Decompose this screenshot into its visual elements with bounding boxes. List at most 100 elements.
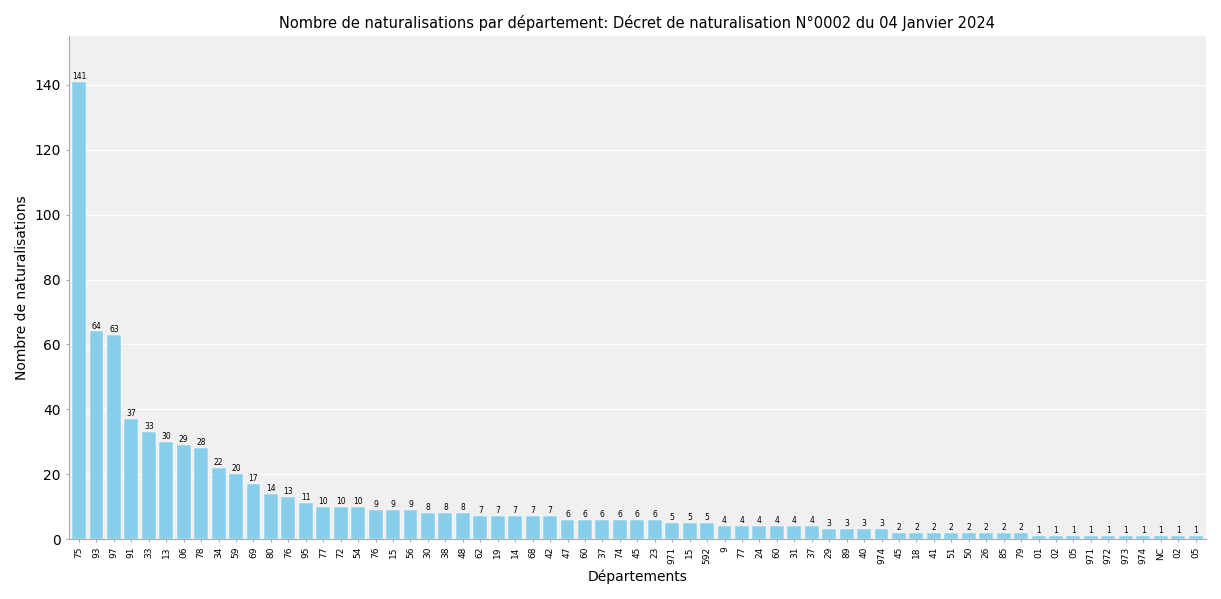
- Bar: [1171, 536, 1186, 539]
- Bar: [979, 533, 993, 539]
- Bar: [596, 519, 609, 539]
- Bar: [665, 523, 679, 539]
- Bar: [352, 507, 365, 539]
- Text: 28: 28: [197, 438, 206, 447]
- Text: 2: 2: [915, 522, 918, 531]
- Bar: [962, 533, 976, 539]
- Bar: [560, 519, 575, 539]
- Text: 22: 22: [214, 458, 223, 467]
- Text: 30: 30: [161, 432, 171, 441]
- Bar: [491, 516, 504, 539]
- Text: 141: 141: [72, 72, 87, 81]
- Bar: [211, 468, 226, 539]
- Bar: [281, 497, 295, 539]
- Bar: [177, 445, 190, 539]
- Text: 4: 4: [722, 516, 726, 525]
- Text: 4: 4: [774, 516, 779, 525]
- Bar: [369, 510, 382, 539]
- Text: 7: 7: [548, 506, 552, 515]
- Text: 6: 6: [652, 510, 657, 519]
- Bar: [333, 507, 348, 539]
- Text: 1: 1: [1054, 526, 1059, 535]
- Text: 10: 10: [336, 497, 346, 506]
- Text: 4: 4: [757, 516, 762, 525]
- Text: 1: 1: [1193, 526, 1198, 535]
- Bar: [1084, 536, 1098, 539]
- Bar: [788, 526, 801, 539]
- Text: 6: 6: [565, 510, 570, 519]
- Text: 9: 9: [408, 500, 413, 509]
- Bar: [648, 519, 662, 539]
- Text: 3: 3: [827, 519, 832, 528]
- Text: 8: 8: [426, 503, 430, 512]
- Bar: [1101, 536, 1115, 539]
- Text: 3: 3: [862, 519, 867, 528]
- Text: 5: 5: [705, 513, 709, 522]
- Bar: [613, 519, 626, 539]
- Text: 4: 4: [740, 516, 745, 525]
- Bar: [264, 494, 278, 539]
- Bar: [438, 513, 452, 539]
- Text: 8: 8: [443, 503, 448, 512]
- Text: 4: 4: [792, 516, 797, 525]
- Bar: [299, 503, 313, 539]
- Text: 1: 1: [1123, 526, 1128, 535]
- Text: 2: 2: [1001, 522, 1006, 531]
- Text: 4: 4: [810, 516, 814, 525]
- Text: 6: 6: [618, 510, 623, 519]
- Text: 64: 64: [92, 322, 101, 331]
- Bar: [944, 533, 958, 539]
- Text: 2: 2: [949, 522, 954, 531]
- Text: 37: 37: [127, 409, 137, 418]
- Bar: [508, 516, 523, 539]
- Bar: [1137, 536, 1150, 539]
- Bar: [700, 523, 714, 539]
- Bar: [230, 474, 243, 539]
- Bar: [1066, 536, 1081, 539]
- Bar: [403, 510, 418, 539]
- Bar: [525, 516, 540, 539]
- Bar: [421, 513, 435, 539]
- Bar: [194, 448, 208, 539]
- Bar: [1015, 533, 1028, 539]
- Bar: [1118, 536, 1133, 539]
- Bar: [159, 441, 173, 539]
- Text: 10: 10: [319, 497, 328, 506]
- Text: 20: 20: [231, 464, 241, 473]
- Text: 7: 7: [477, 506, 482, 515]
- Text: 2: 2: [984, 522, 989, 531]
- Bar: [1154, 536, 1167, 539]
- Text: 3: 3: [844, 519, 849, 528]
- Bar: [630, 519, 645, 539]
- Bar: [1188, 536, 1203, 539]
- Bar: [455, 513, 470, 539]
- Text: 17: 17: [249, 474, 259, 483]
- Bar: [386, 510, 400, 539]
- Bar: [770, 526, 784, 539]
- Bar: [805, 526, 819, 539]
- Text: 6: 6: [635, 510, 640, 519]
- Bar: [735, 526, 748, 539]
- Bar: [89, 331, 104, 539]
- Bar: [910, 533, 923, 539]
- Text: 9: 9: [391, 500, 396, 509]
- Text: 5: 5: [670, 513, 675, 522]
- X-axis label: Départements: Départements: [587, 570, 687, 584]
- Text: 29: 29: [179, 435, 188, 444]
- Bar: [142, 432, 156, 539]
- Bar: [718, 526, 731, 539]
- Text: 1: 1: [1176, 526, 1181, 535]
- Bar: [927, 533, 941, 539]
- Bar: [683, 523, 697, 539]
- Text: 6: 6: [582, 510, 587, 519]
- Bar: [1032, 536, 1045, 539]
- Text: 7: 7: [530, 506, 535, 515]
- Text: 2: 2: [932, 522, 937, 531]
- Title: Nombre de naturalisations par département: Décret de naturalisation N°0002 du 04: Nombre de naturalisations par départemen…: [280, 15, 995, 31]
- Text: 10: 10: [353, 497, 363, 506]
- Text: 6: 6: [600, 510, 604, 519]
- Bar: [107, 335, 121, 539]
- Bar: [247, 484, 260, 539]
- Text: 2: 2: [1018, 522, 1023, 531]
- Bar: [752, 526, 767, 539]
